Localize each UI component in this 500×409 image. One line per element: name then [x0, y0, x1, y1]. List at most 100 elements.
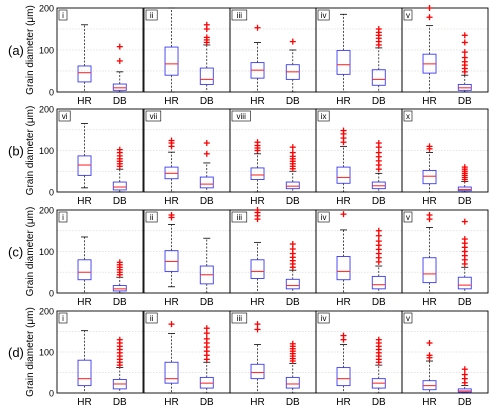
panel-label-box — [231, 312, 248, 324]
iqr-box — [336, 367, 351, 387]
panel-c-i: i HR DB — [56, 209, 144, 308]
outlier-marker — [203, 325, 210, 332]
panel-frame — [56, 108, 144, 193]
box-hr — [77, 330, 92, 394]
x-tick-label: HR — [164, 96, 178, 107]
box-db — [112, 336, 127, 394]
outlier-marker — [116, 146, 123, 153]
panel-label-box — [58, 110, 71, 122]
box-hr — [164, 7, 179, 93]
panel-a-iii: iii HR DB — [229, 7, 317, 107]
iqr-box — [371, 275, 386, 290]
panel-label-box — [317, 211, 330, 223]
panel-label-box — [231, 9, 248, 21]
panel-label-box — [58, 312, 68, 324]
x-tick-label: DB — [286, 397, 300, 408]
box-hr — [77, 123, 92, 189]
outlier-marker — [375, 227, 382, 234]
y-tick-label: 100 — [39, 146, 54, 156]
panel-label: i — [62, 213, 64, 222]
outlier-marker — [289, 340, 296, 347]
iqr-box — [422, 169, 437, 185]
outlier-marker — [461, 164, 468, 171]
x-tick-label: DB — [372, 196, 386, 207]
box-db — [371, 26, 386, 93]
iqr-box — [285, 181, 300, 190]
outlier-marker — [461, 39, 468, 46]
panel-b-ix: ix HR DB — [315, 108, 403, 207]
y-tick-label: 0 — [49, 88, 54, 98]
outlier-marker — [254, 24, 261, 31]
outlier-marker — [426, 339, 433, 346]
iqr-box — [77, 359, 92, 387]
row-3: (c) Grain diameter (μm) 0 100 200 i HR DB ii HR DB… — [8, 206, 489, 308]
panel-label-box — [145, 211, 158, 223]
iqr-box — [77, 259, 92, 281]
x-tick-label: HR — [77, 297, 91, 308]
box-hr — [250, 207, 265, 294]
row-1: (a) Grain diameter (μm) 0 100 200 i HR DB ii HR DB… — [8, 4, 489, 107]
panel-label-box — [145, 312, 158, 324]
box-hr — [164, 321, 179, 394]
panel-label: x — [406, 112, 410, 121]
iqr-box — [112, 181, 127, 191]
outlier-marker — [254, 139, 261, 146]
x-tick-label: DB — [372, 96, 386, 107]
panel-label-box — [317, 9, 330, 21]
outlier-marker — [168, 137, 175, 144]
panel-label-box — [403, 211, 413, 223]
outlier-marker — [461, 54, 468, 61]
outlier-marker — [340, 127, 347, 134]
panel-frame — [401, 209, 489, 294]
x-tick-label: DB — [372, 397, 386, 408]
panel-a-v: v HR DB — [401, 5, 489, 107]
box-hr — [164, 137, 179, 193]
y-tick-label: 200 — [39, 4, 54, 14]
y-axis-label: Grain diameter (μm) — [25, 106, 36, 196]
outlier-marker — [289, 144, 296, 151]
box-db — [112, 259, 127, 294]
box-db — [199, 237, 214, 294]
x-tick-label: DB — [458, 397, 472, 408]
box-db — [112, 146, 127, 193]
box-db — [285, 241, 300, 294]
y-tick-label: 100 — [39, 247, 54, 257]
outlier-marker — [116, 57, 123, 64]
x-tick-label: DB — [458, 96, 472, 107]
iqr-box — [77, 65, 92, 83]
outlier-marker — [254, 326, 261, 333]
iqr-box — [164, 46, 179, 76]
box-hr — [336, 211, 351, 294]
panel-d-v: v HR DB — [401, 310, 489, 408]
iqr-box — [285, 278, 300, 290]
x-tick-label: DB — [113, 397, 127, 408]
box-hr — [250, 139, 265, 193]
row-label: (a) — [8, 43, 24, 58]
outlier-marker — [375, 26, 382, 32]
panel-label: iii — [237, 314, 243, 323]
panel-a-ii: ii HR DB — [143, 7, 231, 107]
panel-d-ii: ii HR DB — [143, 310, 231, 408]
panel-label: i — [62, 314, 64, 323]
outlier-marker — [203, 21, 210, 28]
x-tick-label: DB — [113, 196, 127, 207]
y-tick-label: 200 — [39, 206, 54, 216]
x-tick-label: HR — [77, 397, 91, 408]
row-label: (b) — [8, 144, 24, 159]
panel-label: iv — [321, 11, 327, 20]
x-tick-label: DB — [372, 297, 386, 308]
iqr-box — [77, 155, 92, 176]
panel-label: iv — [321, 213, 327, 222]
panel-frame — [56, 310, 144, 394]
box-db — [285, 38, 300, 93]
y-axis-label: Grain diameter (μm) — [25, 307, 36, 397]
panel-d-iv: iv HR DB — [315, 310, 403, 408]
box-hr — [250, 24, 265, 93]
panel-label-box — [145, 110, 162, 122]
x-tick-label: DB — [286, 96, 300, 107]
panel-frame — [401, 7, 489, 93]
x-tick-label: DB — [200, 397, 214, 408]
y-tick-label: 100 — [39, 348, 54, 358]
outlier-marker — [254, 207, 261, 213]
x-tick-label: HR — [164, 397, 178, 408]
